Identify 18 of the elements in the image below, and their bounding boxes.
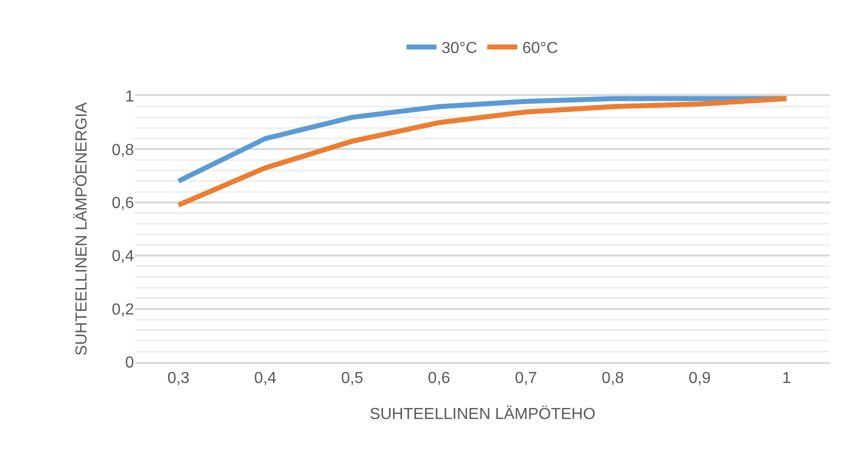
y-axis-title: SUHTEELLINEN LÄMPÖENERGIA	[72, 102, 91, 356]
legend-label: 60°C	[522, 40, 558, 58]
x-tick-label: 0,9	[688, 370, 711, 387]
x-tick-label: 0,3	[167, 370, 190, 387]
y-tick-label: 0	[125, 354, 134, 372]
y-tick-label: 0,4	[112, 248, 134, 266]
y-tick-label: 0,8	[112, 142, 134, 159]
y-tick-label: 1	[125, 88, 134, 106]
y-tick-label: 0,6	[112, 195, 134, 212]
x-axis-title: SUHTEELLINEN LÄMPÖTEHO	[370, 405, 596, 424]
legend-label: 30°C	[442, 40, 478, 58]
x-tick-label: 0,5	[341, 370, 364, 387]
x-tick-label: 0,4	[254, 370, 277, 387]
x-tick-label: 0,6	[428, 370, 450, 387]
x-tick-label: 1	[782, 370, 792, 387]
x-tick-label: 0,7	[514, 370, 538, 387]
x-tick-label: 0,8	[602, 370, 624, 387]
y-tick-label: 0,2	[112, 301, 134, 318]
